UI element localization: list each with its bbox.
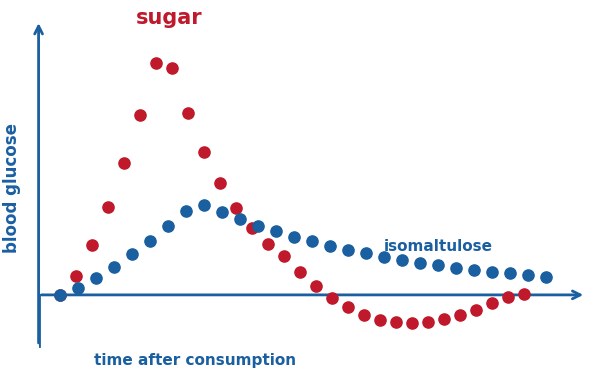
Point (469, 267, 479, 273)
Point (379, 254, 388, 260)
Point (199, 148, 209, 154)
Point (541, 273, 550, 279)
Point (295, 269, 305, 275)
Point (167, 65, 177, 71)
Point (343, 304, 353, 310)
Point (127, 252, 137, 258)
Point (253, 222, 263, 228)
Point (215, 180, 225, 186)
Point (119, 160, 129, 166)
Point (311, 284, 321, 290)
Point (247, 225, 257, 231)
Point (487, 300, 497, 306)
Point (235, 216, 245, 222)
Point (307, 238, 317, 244)
Point (163, 224, 173, 230)
Point (217, 209, 227, 215)
Point (103, 204, 113, 210)
Point (343, 247, 353, 253)
Point (451, 264, 460, 270)
Point (519, 291, 529, 297)
Point (91, 276, 101, 282)
Point (55, 292, 65, 298)
Text: blood glucose: blood glucose (2, 123, 21, 253)
Point (397, 257, 407, 263)
Point (263, 241, 273, 247)
Point (151, 60, 161, 66)
Point (181, 208, 191, 214)
Point (505, 270, 514, 276)
Text: sugar: sugar (136, 8, 202, 28)
Point (145, 238, 155, 244)
Point (407, 320, 417, 326)
Point (415, 260, 425, 266)
Point (199, 202, 209, 208)
Point (55, 292, 65, 298)
Point (359, 312, 369, 318)
Point (391, 320, 401, 326)
Point (325, 243, 334, 249)
Point (279, 253, 289, 259)
Point (74, 285, 83, 291)
Point (231, 205, 241, 211)
Point (183, 110, 193, 116)
Point (455, 312, 465, 318)
Point (361, 251, 371, 257)
Text: time after consumption: time after consumption (94, 353, 296, 368)
Point (503, 294, 513, 300)
Point (375, 316, 385, 322)
Point (327, 295, 337, 301)
Text: isomaltulose: isomaltulose (384, 239, 493, 254)
Point (423, 319, 433, 325)
Point (523, 272, 533, 278)
Point (433, 262, 442, 268)
Point (289, 234, 299, 240)
Point (87, 242, 97, 248)
Point (271, 228, 280, 234)
Point (439, 316, 449, 322)
Point (71, 273, 81, 279)
Point (471, 307, 481, 313)
Point (135, 112, 145, 118)
Point (487, 268, 496, 274)
Point (109, 264, 119, 270)
